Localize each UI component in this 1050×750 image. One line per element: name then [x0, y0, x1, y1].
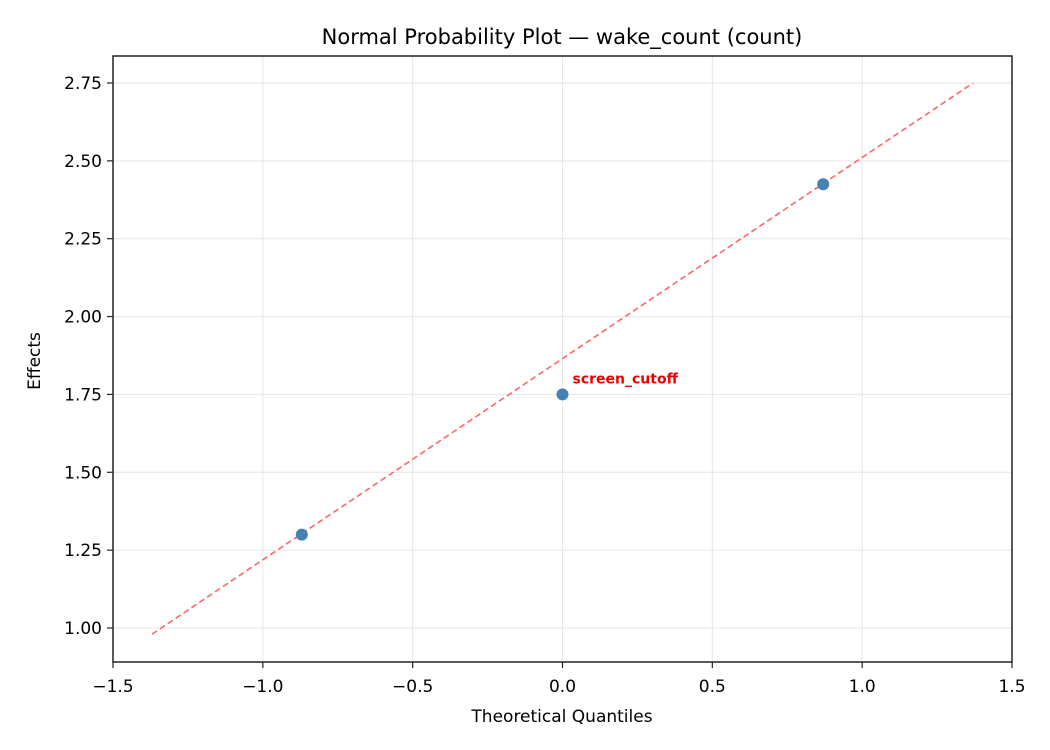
x-tick-label: 0.0	[549, 677, 576, 697]
x-axis-label: Theoretical Quantiles	[470, 707, 652, 727]
y-tick-label: 2.50	[64, 152, 102, 172]
y-axis-ticks: 1.00 1.25 1.50 1.75 2.00 2.25 2.50 2.75	[64, 74, 113, 639]
x-tick-label: −0.5	[392, 677, 433, 697]
x-axis-ticks: −1.5 −1.0 −0.5 0.0 0.5 1.0 1.5	[92, 662, 1026, 697]
reference-line	[151, 82, 974, 635]
data-point	[295, 528, 308, 541]
annotations: screen_cutoff	[573, 371, 679, 387]
x-tick-label: 1.0	[849, 677, 876, 697]
y-tick-label: 1.25	[64, 541, 102, 561]
y-axis-label: Effects	[25, 332, 45, 390]
x-tick-label: −1.0	[242, 677, 283, 697]
data-point	[556, 388, 569, 401]
data-point	[817, 178, 830, 191]
chart-title: Normal Probability Plot — wake_count (co…	[322, 25, 803, 50]
reference-line-segment	[151, 82, 974, 635]
x-tick-label: 1.5	[998, 677, 1025, 697]
y-tick-label: 2.75	[64, 74, 102, 94]
x-tick-label: 0.5	[699, 677, 726, 697]
y-tick-label: 2.25	[64, 230, 102, 250]
annotation-label: screen_cutoff	[573, 371, 679, 387]
data-points	[295, 178, 830, 541]
y-tick-label: 1.00	[64, 619, 102, 639]
y-tick-label: 2.00	[64, 308, 102, 328]
y-tick-label: 1.50	[64, 463, 102, 483]
y-tick-label: 1.75	[64, 385, 102, 405]
x-tick-label: −1.5	[92, 677, 133, 697]
